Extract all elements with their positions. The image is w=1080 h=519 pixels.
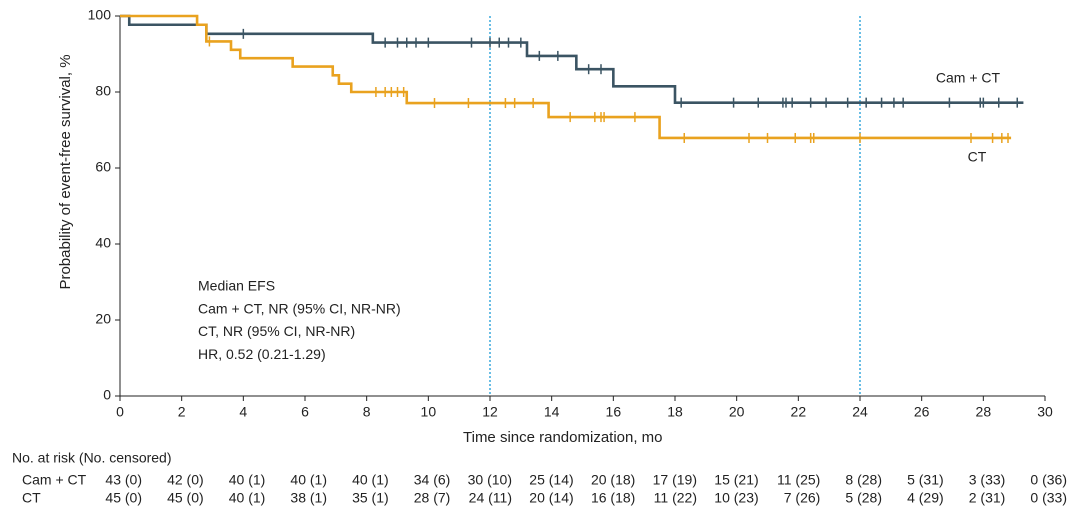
risk-cell: 0 (36) bbox=[1030, 472, 1067, 488]
series-label: CT bbox=[968, 149, 987, 165]
risk-cell: 30 (10) bbox=[468, 472, 512, 488]
y-tick-label: 80 bbox=[95, 83, 111, 99]
x-tick-label: 4 bbox=[239, 404, 247, 420]
risk-cell: 45 (0) bbox=[105, 490, 142, 506]
x-tick-label: 10 bbox=[421, 404, 437, 420]
x-tick-label: 26 bbox=[914, 404, 930, 420]
risk-cell: 16 (18) bbox=[591, 490, 635, 506]
y-axis-label: Probability of event-free survival, % bbox=[57, 54, 74, 289]
risk-cell: 40 (1) bbox=[290, 472, 327, 488]
series-label: Cam + CT bbox=[936, 70, 1001, 86]
risk-cell: 11 (25) bbox=[777, 472, 820, 488]
y-tick-label: 20 bbox=[95, 311, 111, 327]
risk-cell: 0 (33) bbox=[1030, 490, 1067, 506]
survival-curve bbox=[120, 14, 1012, 140]
risk-cell: 5 (31) bbox=[907, 472, 944, 488]
risk-cell: 28 (7) bbox=[414, 490, 451, 506]
x-tick-label: 20 bbox=[729, 404, 745, 420]
risk-cell: 15 (21) bbox=[714, 472, 758, 488]
risk-cell: 10 (23) bbox=[714, 490, 758, 506]
risk-cell: 11 (22) bbox=[654, 490, 697, 506]
risk-cell: 35 (1) bbox=[352, 490, 389, 506]
x-tick-label: 8 bbox=[363, 404, 371, 420]
risk-cell: 7 (26) bbox=[784, 490, 821, 506]
risk-cell: 38 (1) bbox=[290, 490, 327, 506]
risk-table-title: No. at risk (No. censored) bbox=[12, 450, 172, 466]
risk-cell: 45 (0) bbox=[167, 490, 204, 506]
x-tick-label: 6 bbox=[301, 404, 309, 420]
annotation: CT, NR (95% CI, NR-NR) bbox=[198, 323, 355, 339]
x-tick-label: 18 bbox=[667, 404, 683, 420]
risk-cell: 20 (14) bbox=[529, 490, 573, 506]
y-tick-label: 100 bbox=[88, 7, 112, 23]
x-tick-label: 24 bbox=[852, 404, 868, 420]
x-axis-label: Time since randomization, mo bbox=[463, 429, 663, 446]
x-tick-label: 0 bbox=[116, 404, 124, 420]
x-tick-label: 30 bbox=[1037, 404, 1053, 420]
y-tick-label: 0 bbox=[103, 387, 111, 403]
annotation: HR, 0.52 (0.21-1.29) bbox=[198, 346, 326, 362]
x-tick-label: 22 bbox=[791, 404, 807, 420]
risk-cell: 25 (14) bbox=[529, 472, 573, 488]
y-tick-label: 60 bbox=[95, 159, 111, 175]
risk-row-label: Cam + CT bbox=[22, 472, 87, 488]
risk-cell: 5 (28) bbox=[845, 490, 882, 506]
annotation: Cam + CT, NR (95% CI, NR-NR) bbox=[198, 300, 401, 316]
annotation: Median EFS bbox=[198, 278, 275, 294]
x-tick-label: 12 bbox=[482, 404, 498, 420]
risk-cell: 8 (28) bbox=[845, 472, 882, 488]
risk-cell: 3 (33) bbox=[969, 472, 1006, 488]
risk-row-label: CT bbox=[22, 490, 41, 506]
risk-cell: 2 (31) bbox=[969, 490, 1006, 506]
x-tick-label: 2 bbox=[178, 404, 186, 420]
x-tick-label: 14 bbox=[544, 404, 560, 420]
risk-cell: 40 (1) bbox=[229, 490, 266, 506]
survival-curve bbox=[120, 14, 1024, 104]
risk-cell: 42 (0) bbox=[167, 472, 204, 488]
risk-cell: 34 (6) bbox=[414, 472, 451, 488]
risk-cell: 20 (18) bbox=[591, 472, 635, 488]
risk-cell: 4 (29) bbox=[907, 490, 944, 506]
risk-cell: 17 (19) bbox=[653, 472, 697, 488]
risk-cell: 40 (1) bbox=[352, 472, 389, 488]
risk-cell: 43 (0) bbox=[105, 472, 142, 488]
x-tick-label: 28 bbox=[976, 404, 992, 420]
risk-cell: 40 (1) bbox=[229, 472, 266, 488]
risk-cell: 24 (11) bbox=[469, 490, 512, 506]
x-tick-label: 16 bbox=[606, 404, 622, 420]
y-tick-label: 40 bbox=[95, 235, 111, 251]
